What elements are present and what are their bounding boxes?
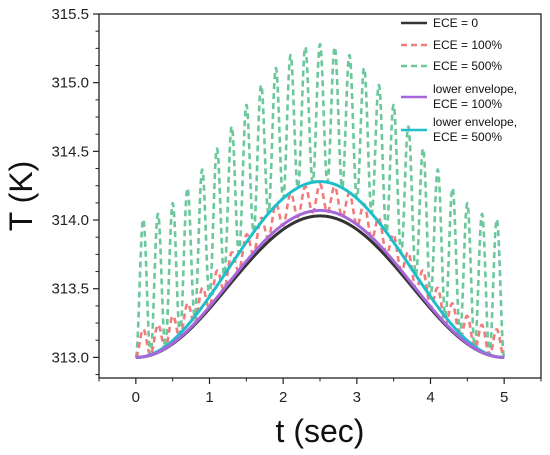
- x-tick-label: 0: [132, 389, 140, 406]
- ticks-layer: 0 1 2 3 4 5 313.0 313.5 314.0 314.5 315.0 315.5: [51, 6, 542, 406]
- legend-label-2: ECE = 100%: [433, 38, 502, 52]
- x-tick-label: 4: [426, 389, 434, 406]
- series-layer: [134, 42, 506, 359]
- y-tick-label: 314.0: [51, 212, 89, 229]
- legend-label-3: ECE = 500%: [433, 59, 502, 73]
- legend-label-4: ECE = 100%: [433, 97, 502, 111]
- legend-label-5: lower envelope,: [433, 115, 517, 129]
- legend-label-4: lower envelope,: [433, 82, 517, 96]
- x-tick-label: 2: [279, 389, 287, 406]
- y-tick-label: 315.0: [51, 75, 89, 92]
- legend-label-5: ECE = 500%: [433, 130, 502, 144]
- legend-label-1: ECE = 0: [433, 16, 478, 30]
- series-line-5: [134, 180, 506, 359]
- y-axis-title: T (K): [3, 161, 39, 232]
- x-tick-label: 3: [353, 389, 361, 406]
- y-tick-label: 315.5: [51, 6, 89, 23]
- x-axis-title: t (sec): [276, 413, 365, 449]
- y-tick-label: 313.5: [51, 281, 89, 298]
- x-tick-label: 5: [500, 389, 508, 406]
- y-tick-label: 314.5: [51, 143, 89, 160]
- series-line-3: [134, 42, 506, 358]
- x-tick-label: 1: [205, 389, 213, 406]
- series-line-4: [134, 208, 506, 359]
- y-tick-label: 313.0: [51, 349, 89, 366]
